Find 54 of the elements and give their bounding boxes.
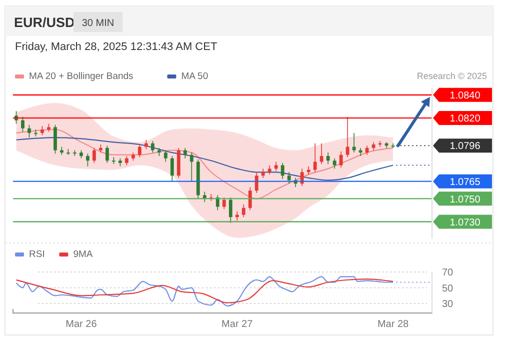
candlestick (261, 168, 265, 178)
candlestick (228, 197, 232, 224)
y-tick-label: 70 (442, 268, 454, 278)
candlestick (326, 152, 330, 164)
y-tick-label: 1.0796 (450, 141, 481, 152)
candlestick (242, 204, 246, 218)
candlestick (320, 142, 324, 164)
y-tick-label: 1.0820 (450, 114, 481, 125)
candlestick (54, 124, 57, 154)
y-tick-label: 1.0730 (450, 217, 481, 228)
y-tick-label: 1.0765 (450, 176, 481, 188)
candlestick (346, 116, 350, 158)
candlestick (339, 150, 343, 168)
legend-label: MA 50 (181, 71, 208, 82)
candlestick (254, 172, 258, 194)
candlestick (170, 156, 174, 182)
text: Research © 2025 (416, 71, 487, 81)
candlestick (268, 164, 272, 175)
y-tick-label: 30 (442, 299, 454, 310)
y-tick-label: 1.0750 (450, 194, 481, 206)
candlestick (332, 158, 336, 170)
candlestick (150, 140, 154, 153)
candlestick (124, 156, 128, 166)
text: 30 MIN (82, 18, 114, 29)
candlestick (138, 144, 142, 158)
candlestick (28, 124, 31, 138)
x-tick-label: Mar 27 (222, 319, 254, 330)
candlestick (144, 139, 148, 150)
candlestick (190, 152, 194, 182)
candlestick (235, 210, 239, 221)
candlestick (92, 148, 96, 164)
candlestick (248, 186, 252, 211)
candlestick (280, 162, 284, 180)
legend-label: MA 20 + Bollinger Bands (29, 71, 134, 82)
legend-label: 9MA (73, 249, 94, 260)
candlestick (313, 142, 317, 173)
chart-title: EUR/USD (14, 15, 76, 30)
candlestick (222, 197, 226, 210)
candlestick (21, 116, 24, 132)
x-tick-label: Mar 28 (377, 319, 410, 330)
chart-subtitle: Friday, March 28, 2025 12:31:43 AM CET (15, 41, 218, 53)
candlestick (40, 126, 44, 136)
candlestick (183, 148, 187, 159)
candlestick (274, 161, 278, 172)
legend-label: RSI (29, 249, 45, 260)
candlestick (105, 145, 109, 164)
y-tick-label: 1.0840 (450, 90, 481, 102)
candlestick (86, 153, 90, 167)
line-series (16, 128, 394, 200)
candlestick (287, 172, 291, 184)
candlestick (306, 166, 310, 175)
x-tick-label: Mar 26 (66, 319, 98, 330)
candlestick (164, 150, 168, 162)
y-tick-label: 50 (442, 283, 454, 294)
